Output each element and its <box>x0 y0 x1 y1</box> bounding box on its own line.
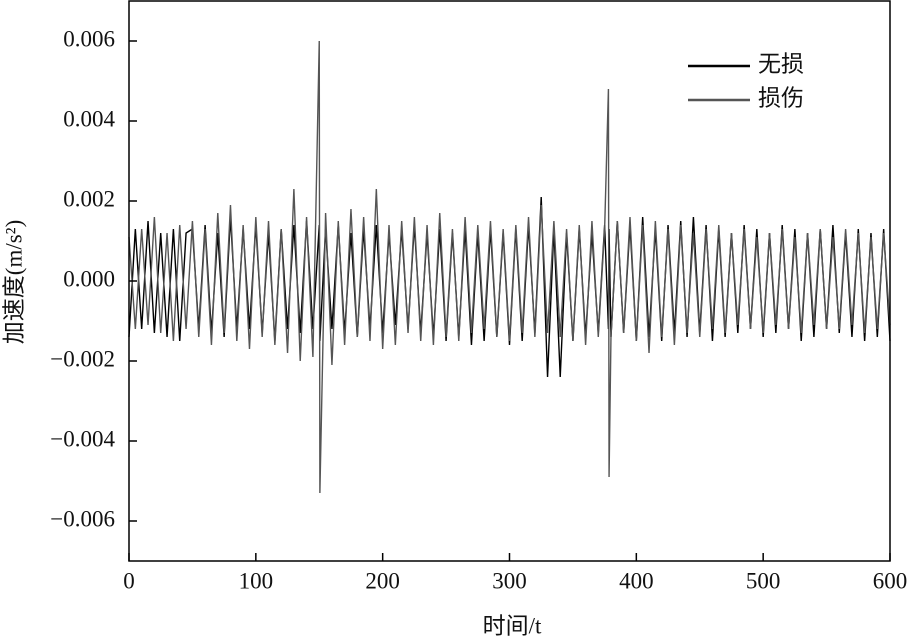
y-tick-label: −0.006 <box>50 506 115 531</box>
x-tick-label: 300 <box>492 568 527 593</box>
legend-label: 损伤 <box>758 85 804 110</box>
legend-label: 无损 <box>758 51 804 76</box>
y-tick-label: −0.002 <box>50 346 115 371</box>
x-axis-title: 时间/t <box>483 613 542 638</box>
y-tick-label: 0.006 <box>63 26 115 51</box>
x-tick-label: 200 <box>365 568 400 593</box>
y-tick-label: 0.004 <box>63 106 115 131</box>
x-tick-label: 0 <box>123 568 135 593</box>
data-line <box>128 40 891 494</box>
x-tick-label: 600 <box>873 568 908 593</box>
y-axis-title: 加速度(m/s²) <box>1 220 26 344</box>
x-tick-label: 500 <box>746 568 781 593</box>
y-tick-label: 0.002 <box>63 186 115 211</box>
data-line <box>128 196 891 378</box>
y-tick-label: 0.000 <box>63 266 115 291</box>
x-tick-label: 100 <box>239 568 274 593</box>
x-tick-label: 400 <box>619 568 654 593</box>
y-tick-label: −0.004 <box>50 426 115 451</box>
